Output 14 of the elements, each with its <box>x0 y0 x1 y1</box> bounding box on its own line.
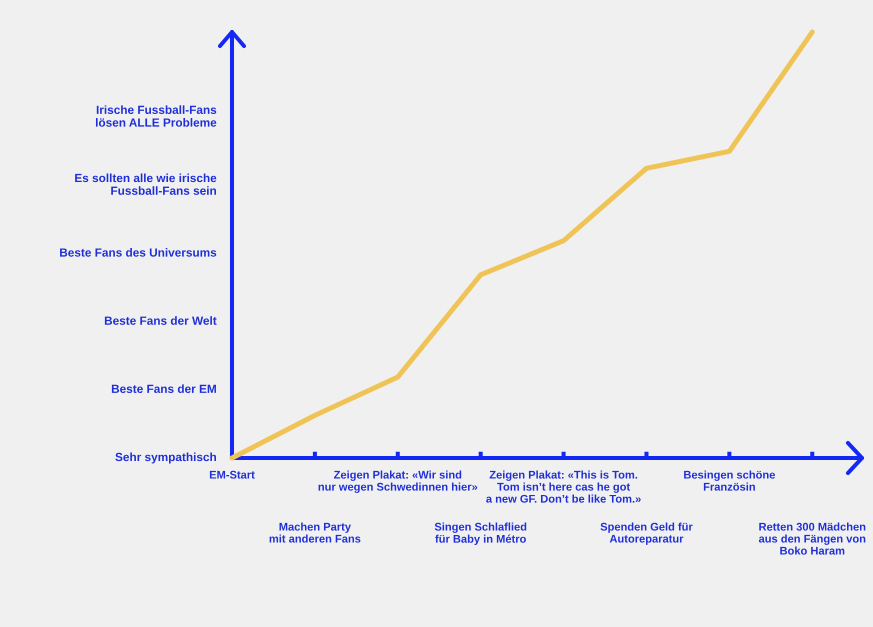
text: Beste Fans der EM <box>112 384 216 394</box>
text: Es sollten alle wie irische Fussball-Fans sein <box>75 174 216 195</box>
text: Irische Fussball-Fans lösen ALLE Probleme <box>96 105 216 127</box>
text: Sehr sympathisch <box>115 452 216 464</box>
x-tick-label: Zeigen Plakat: «This is Tom. Tom isn’t here cas he got a new GF. Don’t be like Tom.» <box>486 470 641 503</box>
x-tick-label: Zeigen Plakat: «Wir sind nur wegen Schwedinnen hier» <box>318 470 478 493</box>
x-tick-label: Retten 300 Mädchen aus den Fängen von Boko Haram <box>758 522 866 555</box>
text: Beste Fans des Universums <box>60 248 216 257</box>
text: Beste Fans der Welt <box>104 316 217 325</box>
x-tick-label: EM-Start <box>210 470 255 479</box>
x-tick-label: Besingen schöne Französin <box>684 470 775 491</box>
x-tick-label: Singen Schlaflied für Baby in Métro <box>434 522 526 545</box>
x-tick-label: Spenden Geld für Autoreparatur <box>600 522 693 545</box>
x-tick-label: Machen Party mit anderen Fans <box>270 522 360 543</box>
